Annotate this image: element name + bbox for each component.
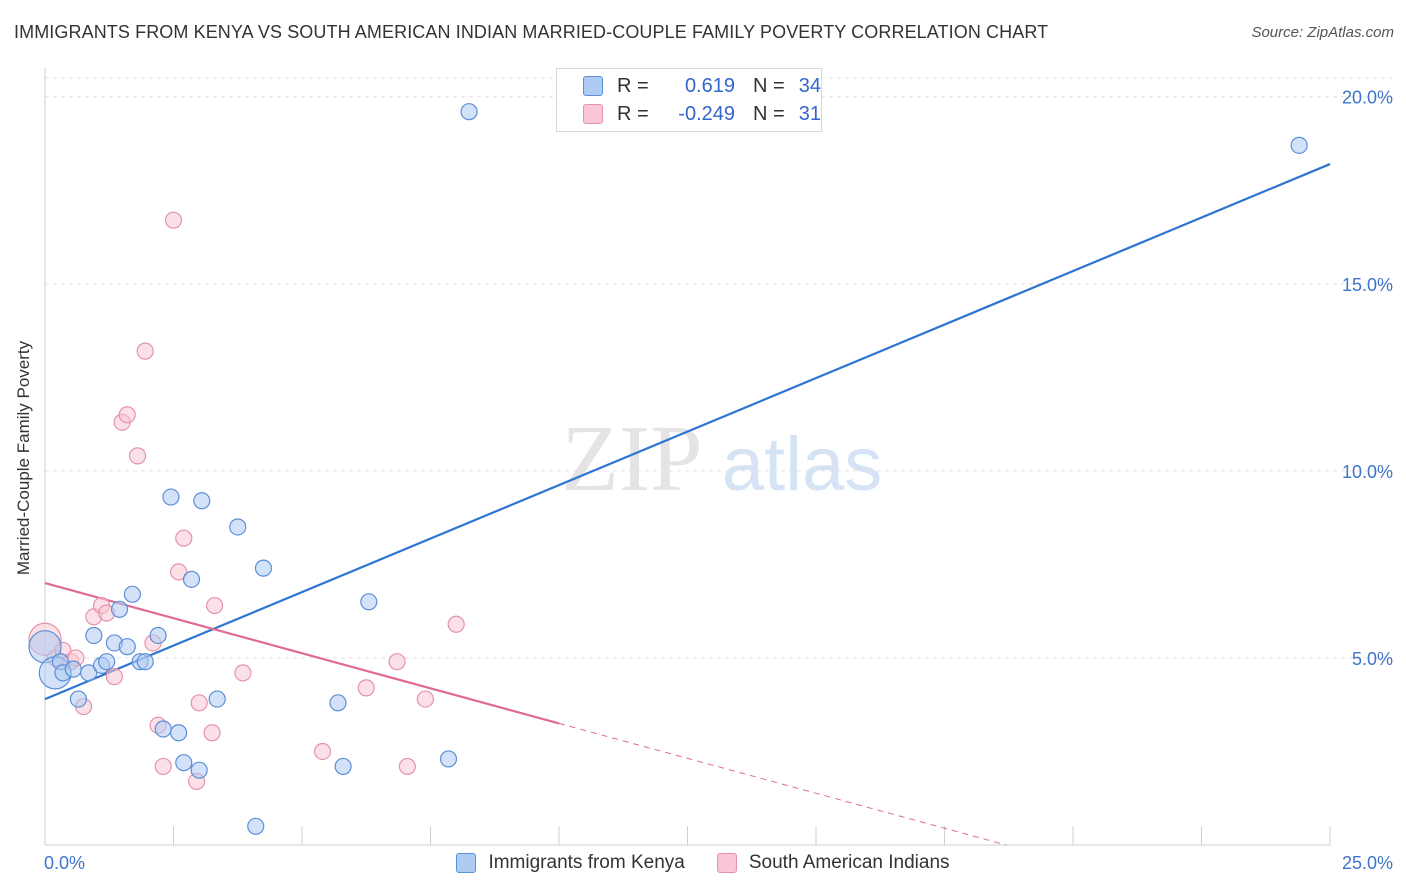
data-points: [28, 103, 1308, 835]
gridlines: [45, 77, 1392, 659]
data-point-south-american: [416, 690, 434, 708]
legend-n-value: 34: [798, 74, 821, 97]
data-point-kenya: [170, 724, 188, 742]
data-point-kenya: [334, 757, 352, 776]
data-point-south-american: [398, 757, 416, 776]
legend-r-value: -0.249: [678, 102, 735, 125]
legend-n-value: 31: [798, 102, 821, 125]
data-point-south-american: [136, 342, 154, 360]
data-point-south-american: [447, 615, 465, 633]
series-legend-label: South American Indians: [748, 852, 950, 873]
watermark-atlas: atlas: [722, 422, 883, 507]
data-point-south-american: [190, 694, 208, 712]
data-point-kenya: [247, 817, 265, 835]
data-point-south-american: [313, 742, 332, 761]
series-legend-kenya[interactable]: Immigrants from Kenya: [456, 852, 685, 874]
data-point-kenya: [136, 653, 154, 671]
legend-n-label: N =: [753, 102, 785, 125]
series-legend-south-american[interactable]: South American Indians: [716, 852, 950, 874]
data-point-south-american: [105, 668, 123, 686]
trend-line-south-american: [44, 582, 560, 725]
legend-row-south-american: R = -0.249 N = 31: [583, 101, 821, 127]
data-point-south-american: [388, 653, 406, 671]
data-point-south-american: [154, 757, 172, 776]
data-point-kenya: [175, 754, 193, 772]
data-point-south-american: [164, 211, 183, 229]
data-point-kenya: [69, 690, 88, 708]
data-point-kenya: [360, 593, 378, 611]
legend-swatch-pink: [583, 104, 603, 124]
data-point-south-american: [170, 563, 188, 581]
data-point-south-american: [206, 596, 224, 615]
data-point-kenya: [254, 559, 273, 577]
series-legend-label: Immigrants from Kenya: [488, 852, 685, 873]
data-point-south-american: [234, 664, 252, 682]
data-point-kenya: [439, 750, 458, 768]
trend-lines: [44, 163, 1331, 846]
data-point-kenya: [98, 653, 116, 671]
data-point-kenya: [182, 570, 201, 588]
trend-line-south-american-extension: [558, 722, 1007, 846]
series-swatch-blue: [456, 853, 477, 873]
data-point-south-american: [128, 447, 147, 465]
data-point-kenya: [154, 720, 172, 738]
axes: [44, 68, 1331, 846]
data-point-kenya: [118, 638, 136, 656]
data-point-kenya: [1290, 136, 1308, 154]
legend-r-label: R =: [617, 102, 649, 125]
x-tick-label: 0.0%: [44, 853, 85, 873]
data-point-south-american: [175, 529, 193, 547]
y-axis-label: Married-Couple Family Poverty: [14, 340, 33, 576]
legend-n-label: N =: [753, 74, 785, 97]
data-point-kenya: [208, 690, 226, 708]
data-point-kenya: [162, 488, 180, 506]
watermark-zip: ZIP: [562, 407, 703, 511]
data-point-kenya: [80, 664, 98, 682]
source-label: Source: ZipAtlas.com: [1251, 24, 1394, 41]
data-point-kenya: [149, 626, 167, 645]
legend-swatch-blue: [583, 76, 603, 96]
tick-labels: 5.0% 10.0% 15.0% 20.0% 0.0% 25.0%: [44, 88, 1393, 873]
trend-line-kenya: [44, 163, 1331, 701]
data-point-kenya: [460, 103, 478, 121]
legend-r-value: 0.619: [684, 74, 735, 97]
data-point-south-american: [357, 679, 375, 697]
x-tick-label: 25.0%: [1342, 853, 1393, 873]
series-legend: Immigrants from Kenya South American Ind…: [0, 852, 1406, 874]
data-point-kenya: [193, 492, 211, 510]
data-point-kenya: [110, 600, 129, 618]
y-tick-label: 20.0%: [1342, 88, 1393, 108]
data-point-kenya: [123, 585, 141, 603]
data-point-kenya: [229, 518, 247, 536]
y-tick-label: 5.0%: [1352, 649, 1393, 669]
legend-row-kenya: R = 0.619 N = 34: [583, 73, 821, 99]
correlation-legend: R = 0.619 N = 34 R = -0.249 N = 31: [556, 68, 822, 132]
data-point-south-american: [203, 724, 221, 742]
data-point-kenya: [329, 694, 347, 712]
data-point-kenya: [64, 660, 82, 678]
data-point-south-american: [118, 406, 136, 424]
data-point-kenya: [85, 626, 103, 645]
data-point-kenya: [190, 761, 208, 779]
y-tick-label: 15.0%: [1342, 275, 1393, 295]
legend-r-label: R =: [617, 74, 649, 97]
series-swatch-pink: [716, 853, 737, 873]
y-tick-label: 10.0%: [1342, 462, 1393, 482]
chart-title: IMMIGRANTS FROM KENYA VS SOUTH AMERICAN …: [14, 22, 1049, 42]
